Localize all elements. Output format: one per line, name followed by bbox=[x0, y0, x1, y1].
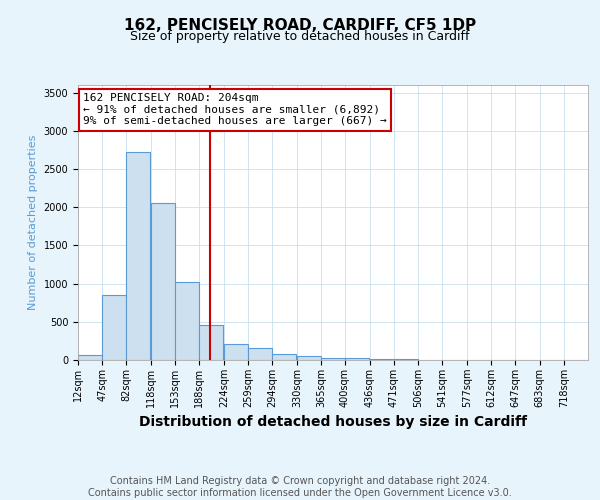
Bar bbox=[175, 282, 199, 360]
Bar bbox=[126, 152, 150, 360]
Bar bbox=[370, 359, 394, 360]
Text: Size of property relative to detached houses in Cardiff: Size of property relative to detached ho… bbox=[130, 30, 470, 43]
X-axis label: Distribution of detached houses by size in Cardiff: Distribution of detached houses by size … bbox=[139, 416, 527, 430]
Bar bbox=[78, 356, 102, 360]
Text: 162, PENCISELY ROAD, CARDIFF, CF5 1DP: 162, PENCISELY ROAD, CARDIFF, CF5 1DP bbox=[124, 18, 476, 32]
Bar bbox=[394, 359, 418, 360]
Bar bbox=[199, 325, 223, 360]
Bar bbox=[272, 354, 296, 360]
Bar bbox=[297, 356, 321, 360]
Bar bbox=[102, 295, 126, 360]
Bar bbox=[224, 344, 248, 360]
Bar bbox=[248, 348, 272, 360]
Bar bbox=[321, 358, 345, 360]
Bar bbox=[345, 358, 369, 360]
Y-axis label: Number of detached properties: Number of detached properties bbox=[28, 135, 38, 310]
Bar bbox=[151, 202, 175, 360]
Text: 162 PENCISELY ROAD: 204sqm
← 91% of detached houses are smaller (6,892)
9% of se: 162 PENCISELY ROAD: 204sqm ← 91% of deta… bbox=[83, 93, 387, 126]
Text: Contains HM Land Registry data © Crown copyright and database right 2024.
Contai: Contains HM Land Registry data © Crown c… bbox=[88, 476, 512, 498]
